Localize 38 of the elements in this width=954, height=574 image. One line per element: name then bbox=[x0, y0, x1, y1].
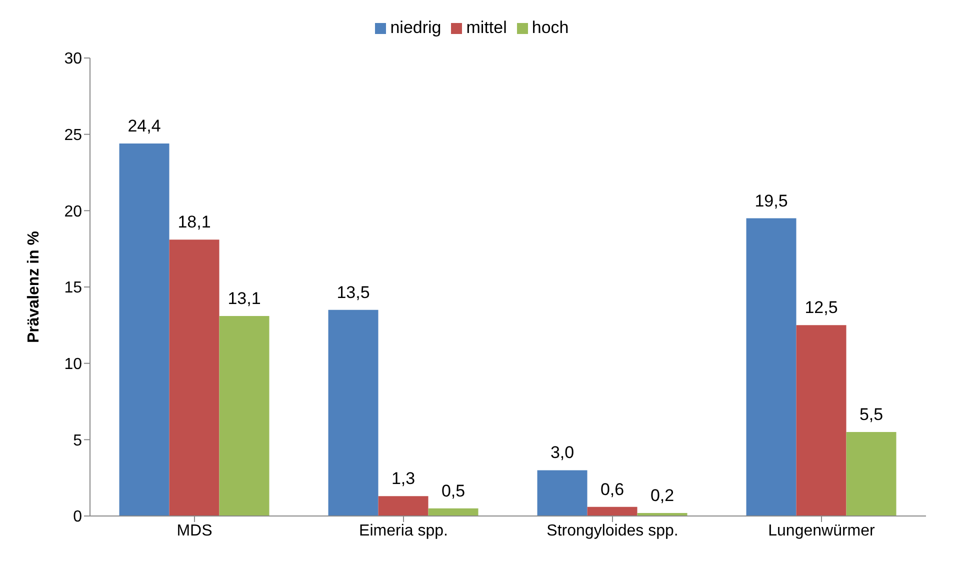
legend-label: hoch bbox=[532, 18, 569, 37]
x-tick-label: MDS bbox=[176, 522, 212, 540]
bar bbox=[746, 218, 796, 516]
data-label: 3,0 bbox=[550, 443, 574, 462]
data-label: 12,5 bbox=[804, 298, 838, 318]
y-tick-label: 5 bbox=[73, 432, 82, 450]
data-label: 24,4 bbox=[128, 116, 161, 136]
data-label: 13,1 bbox=[228, 289, 261, 308]
bar bbox=[587, 506, 638, 516]
bar bbox=[846, 432, 896, 516]
x-tick-label: Eimeria spp. bbox=[359, 522, 448, 540]
data-label: 0,2 bbox=[650, 486, 674, 505]
y-tick-label: 30 bbox=[64, 50, 82, 68]
y-tick-label: 10 bbox=[64, 356, 82, 374]
legend-label: niedrig bbox=[390, 18, 442, 37]
bar bbox=[119, 143, 170, 516]
y-tick-label: 20 bbox=[64, 203, 82, 220]
data-label: 13,5 bbox=[336, 282, 370, 302]
bar bbox=[428, 508, 478, 516]
x-tick-label: Lungenwürmer bbox=[768, 522, 876, 540]
bar bbox=[796, 325, 846, 516]
data-label: 5,5 bbox=[859, 405, 884, 424]
data-label: 0,5 bbox=[441, 481, 466, 500]
legend-label: mittel bbox=[466, 18, 507, 37]
y-tick-label: 15 bbox=[64, 280, 82, 297]
bar bbox=[537, 470, 588, 516]
bar bbox=[169, 240, 220, 516]
x-tick-label: Strongyloides spp. bbox=[546, 522, 678, 540]
data-label: 19,5 bbox=[754, 191, 788, 210]
y-tick-label: 0 bbox=[73, 508, 82, 526]
data-label: 18,1 bbox=[178, 212, 211, 232]
y-tick-label: 25 bbox=[64, 127, 82, 144]
bar bbox=[328, 310, 378, 516]
data-label: 1,3 bbox=[391, 469, 416, 488]
data-label: 0,6 bbox=[600, 480, 624, 499]
bar bbox=[378, 496, 428, 516]
y-axis-title: Prävalenz in % bbox=[26, 230, 43, 344]
bar bbox=[219, 316, 270, 516]
